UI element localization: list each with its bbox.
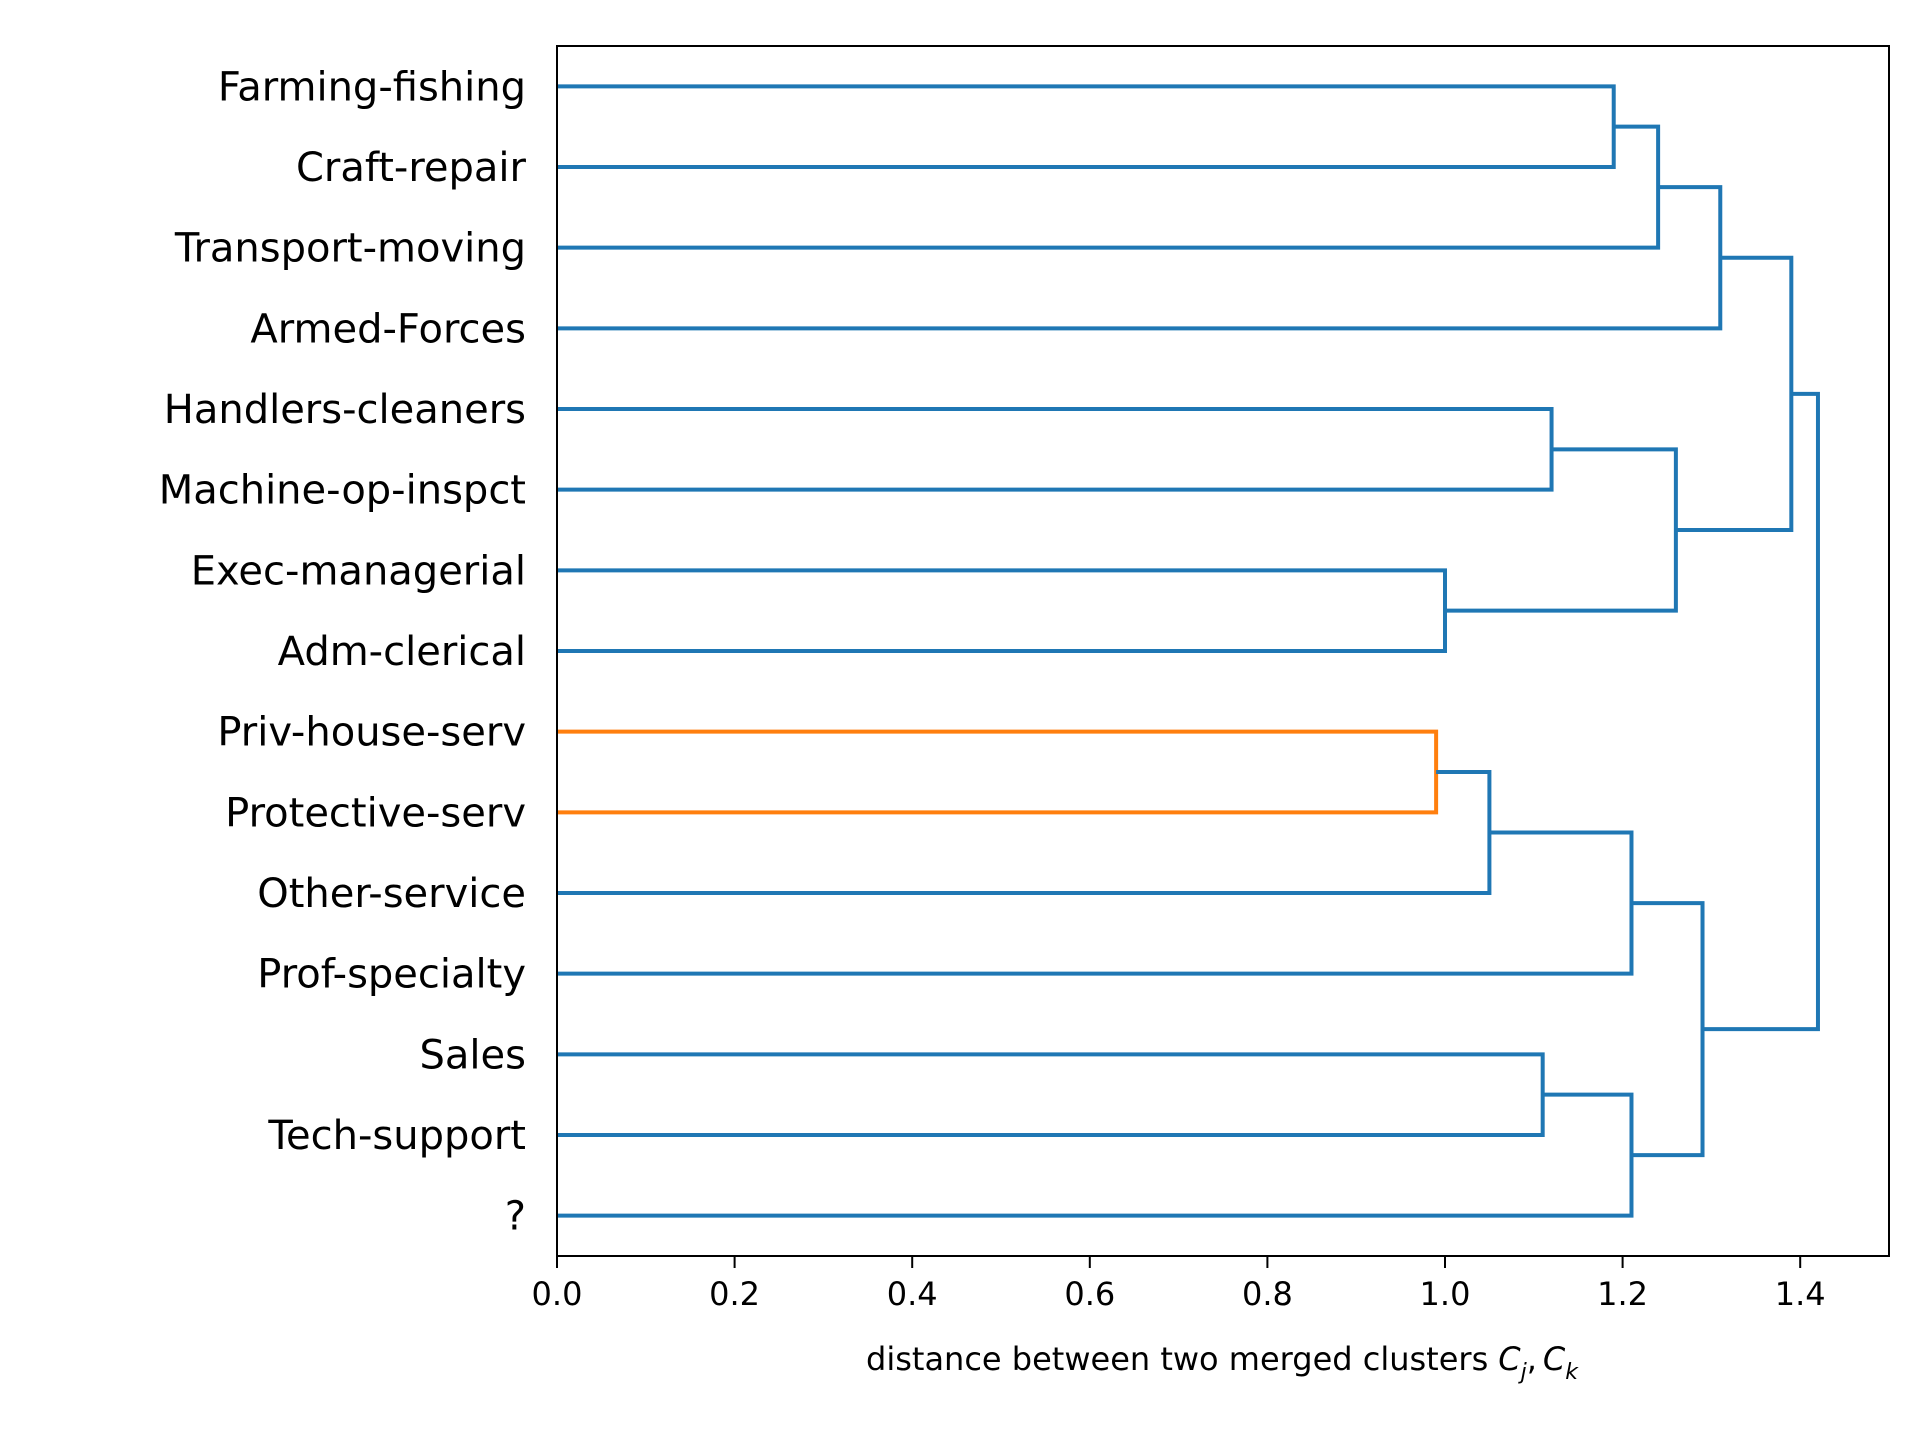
y-axis: Farming-fishing Craft-repair Transport-mov…: [159, 64, 527, 1239]
leaf-label: Other-service: [257, 871, 526, 917]
dendrogram-link: [557, 185, 1723, 331]
x-tick-label: 0.6: [1064, 1275, 1115, 1313]
leaf-label: Adm-clerical: [278, 629, 526, 675]
x-tick-label: 1.0: [1420, 1275, 1471, 1313]
x-axis-title-comma: ,: [1527, 1340, 1537, 1378]
x-axis-title-ck-sub: k: [1565, 1360, 1579, 1385]
x-tick-label: 0.0: [532, 1275, 583, 1313]
x-tick-label: 1.4: [1775, 1275, 1826, 1313]
leaf-label: Prof-specialty: [257, 952, 526, 998]
leaf-label: Handlers-cleaners: [164, 387, 526, 433]
leaf-label: Armed-Forces: [250, 306, 526, 352]
dendrogram-link: [557, 830, 1634, 976]
dendrogram-link: [1702, 391, 1820, 1032]
x-axis-title-cj-base: C: [1498, 1340, 1521, 1378]
x-tick-label: 0.4: [887, 1275, 938, 1313]
dendrogram-link: [557, 84, 1616, 169]
leaf-label: Exec-managerial: [191, 548, 526, 594]
dendrogram-link: [557, 568, 1447, 653]
leaf-label: Farming-fishing: [218, 64, 526, 110]
x-axis-title: distance between two merged clusters Cj, C…: [866, 1340, 1579, 1385]
dendrogram-links: [557, 84, 1820, 1218]
dendrogram-link: [557, 1092, 1634, 1218]
x-axis: 0.0 0.2 0.4 0.6 0.8 1.0 1.2 1.4: [532, 1256, 1826, 1313]
x-axis-title-ck-base: C: [1543, 1340, 1566, 1378]
dendrogram-link: [557, 729, 1439, 815]
plot-frame: [556, 45, 1890, 1257]
x-tick-label: 1.2: [1597, 1275, 1648, 1313]
x-axis-title-cj-sub: j: [1518, 1360, 1528, 1385]
leaf-label: Tech-support: [267, 1113, 526, 1159]
leaf-label: Machine-op-inspct: [159, 468, 526, 514]
dendrogram-link: [1631, 901, 1705, 1158]
x-tick-label: 0.8: [1242, 1275, 1293, 1313]
x-axis-title-text: distance between two merged clusters: [866, 1340, 1488, 1378]
dendrogram-link: [557, 1052, 1545, 1137]
leaf-label: Transport-moving: [174, 226, 526, 272]
leaf-label: Craft-repair: [296, 145, 527, 191]
dendrogram-link: [1675, 255, 1794, 532]
dendrogram-link: [557, 770, 1492, 895]
leaf-label: Sales: [420, 1032, 526, 1078]
dendrogram-link: [1445, 447, 1678, 613]
x-tick-label: 0.2: [709, 1275, 760, 1313]
dendrogram-link: [557, 124, 1661, 250]
dendrogram-link: [557, 407, 1554, 492]
leaf-label: ?: [505, 1194, 526, 1240]
leaf-label: Priv-house-serv: [217, 710, 526, 756]
leaf-label: Protective-serv: [225, 790, 526, 836]
